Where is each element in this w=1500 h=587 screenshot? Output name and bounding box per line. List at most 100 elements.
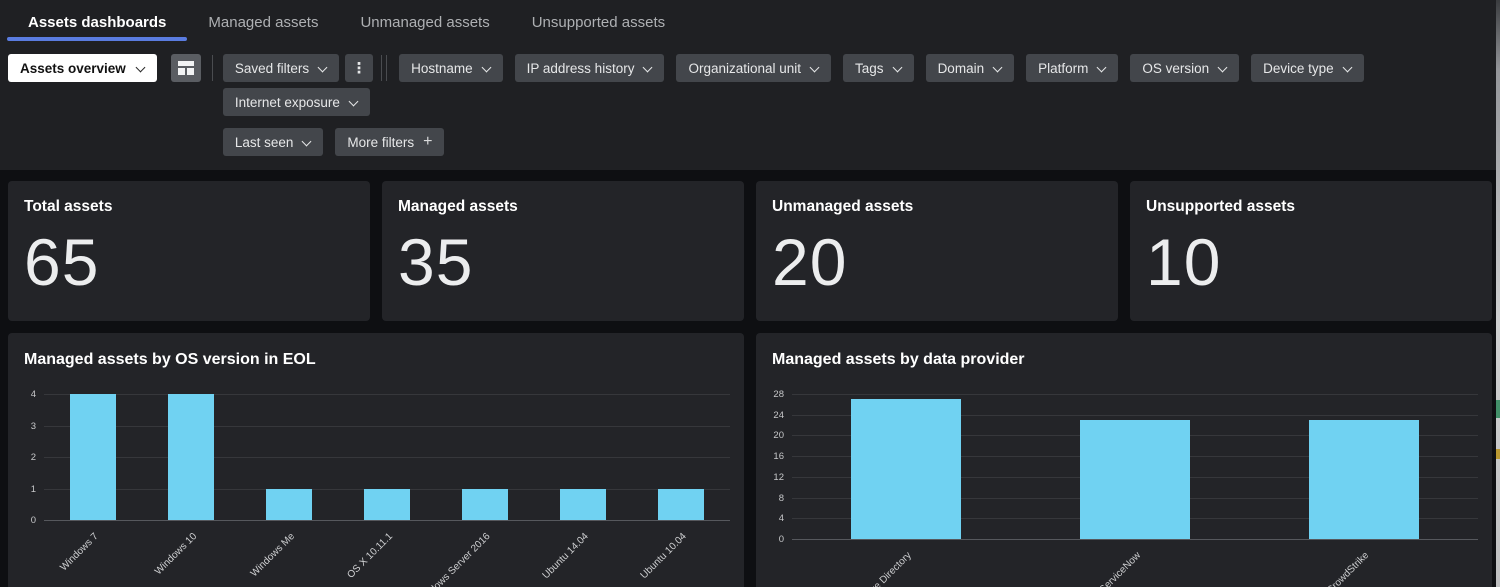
chevron-down-icon [1343, 64, 1352, 73]
tab-label: Managed assets [208, 13, 319, 31]
filter-bar: Assets overview Saved filters ⋮ Hostname IP… [0, 44, 1500, 170]
chip-label: OS version [1142, 60, 1210, 76]
tab-managed-assets[interactable]: Managed assets [187, 0, 339, 44]
stat-card-value: 35 [398, 225, 474, 299]
top-tabs: Assets dashboards Managed assets Unmanaged… [0, 0, 1500, 44]
chevron-down-icon [136, 64, 145, 73]
x-tick-label: Windows 7 [58, 531, 101, 574]
filter-chip-hostname[interactable]: Hostname [399, 54, 503, 82]
stat-card-total-assets: Total assets 65 [8, 181, 370, 321]
chip-label: Hostname [411, 60, 473, 76]
y-tick-label: 20 [773, 430, 784, 442]
stat-card-title: Unsupported assets [1146, 198, 1296, 215]
tab-label: Unmanaged assets [360, 13, 490, 31]
plus-icon: + [423, 133, 433, 150]
chevron-down-icon [482, 64, 491, 73]
y-tick-label: 28 [773, 389, 784, 400]
x-tick-label: Windows Server 2016 [415, 531, 493, 587]
dashboard-content: Total assets 65 Managed assets 35 Unmanaged … [0, 170, 1500, 587]
chip-label: IP address history [526, 60, 635, 76]
y-tick-label: 3 [30, 420, 36, 432]
active-tab-underline [7, 37, 188, 41]
x-tick-label: Ubuntu 14.04 [540, 531, 591, 582]
filter-chip-platform[interactable]: Platform [1026, 54, 1119, 82]
x-tick-label: CrowdStrike [1325, 550, 1372, 587]
x-tick-label: Active Directory [856, 550, 915, 587]
bar-windows-7[interactable] [69, 394, 116, 520]
gridline [44, 394, 730, 395]
chevron-down-icon [993, 64, 1002, 73]
dashboard-layout-button[interactable] [170, 54, 201, 82]
chevron-down-icon [810, 64, 819, 73]
chip-label: Domain [937, 60, 985, 76]
chip-label: Tags [855, 60, 884, 76]
chip-label: Device type [1263, 60, 1334, 76]
x-tick-label: Ubuntu 10.04 [638, 531, 689, 582]
bar-active-directory[interactable] [851, 399, 962, 539]
separator [381, 55, 388, 81]
tab-label: Assets dashboards [28, 13, 167, 31]
stat-card-title: Unmanaged assets [772, 198, 914, 215]
chip-label: Last seen [234, 134, 294, 150]
bar-crowdstrike[interactable] [1308, 419, 1419, 539]
stat-card-value: 20 [772, 225, 848, 299]
chip-label: Internet exposure [234, 94, 340, 110]
filter-chip-organizational-unit[interactable]: Organizational unit [676, 54, 832, 82]
tab-unsupported-assets[interactable]: Unsupported assets [511, 0, 686, 44]
tab-label: Unsupported assets [531, 13, 666, 31]
stat-card-unmanaged-assets: Unmanaged assets 20 [756, 181, 1118, 321]
x-tick-label: OS X 10.11.1 [345, 531, 395, 581]
bar-windows-me[interactable] [266, 488, 312, 520]
stat-card-value: 65 [24, 225, 100, 299]
filter-chip-os-version[interactable]: OS version [1130, 54, 1240, 82]
y-tick-label: 16 [773, 451, 784, 463]
bar-servicenow[interactable] [1080, 419, 1190, 539]
y-tick-label: 12 [773, 471, 784, 483]
tab-unmanaged-assets[interactable]: Unmanaged assets [339, 0, 510, 44]
chevron-down-icon [1218, 64, 1227, 73]
chip-label: Platform [1038, 60, 1089, 76]
plot-area: Windows 7 Windows 10 Windows Me OS X 10.11.… [44, 394, 730, 587]
stat-cards-row: Total assets 65 Managed assets 35 Unmanaged … [8, 181, 1492, 321]
more-filters-button[interactable]: More filters + [335, 128, 445, 156]
filter-chip-domain[interactable]: Domain [925, 54, 1015, 82]
plot-area: Active Directory ServiceNow CrowdStrike [792, 394, 1478, 587]
stat-card-unsupported-assets: Unsupported assets 10 [1130, 181, 1492, 321]
y-tick-label: 4 [30, 389, 36, 400]
filter-chip-last-seen[interactable]: Last seen [222, 128, 324, 156]
chevron-down-icon [643, 64, 652, 73]
kebab-menu-button[interactable]: ⋮ [345, 54, 374, 82]
chart-managed-assets-by-data-provider: Managed assets by data provider 0 4 8 12 16 20… [756, 333, 1492, 587]
tab-assets-dashboards[interactable]: Assets dashboards [7, 0, 188, 44]
y-tick-label: 0 [778, 534, 784, 545]
gridline [792, 414, 1478, 416]
gridline [44, 425, 730, 427]
dashboard-layout-icon [177, 61, 194, 75]
dashboard-selector-button[interactable]: Assets overview [8, 54, 157, 82]
chevron-down-icon [349, 98, 358, 107]
bar-os-x-10-11-1[interactable] [364, 488, 410, 520]
filter-chip-device-type[interactable]: Device type [1251, 54, 1364, 82]
x-axis-line [44, 520, 730, 521]
y-tick-label: 0 [30, 515, 36, 526]
chip-label: More filters [347, 134, 415, 150]
filter-chip-internet-exposure[interactable]: Internet exposure [222, 88, 370, 116]
gridline [792, 394, 1478, 395]
stat-card-value: 10 [1146, 225, 1222, 299]
filter-chip-ip-address-history[interactable]: IP address history [514, 54, 665, 82]
chevron-down-icon [1097, 64, 1106, 73]
x-tick-label: Windows Me [248, 531, 297, 580]
bar-windows-10[interactable] [168, 394, 214, 520]
filter-chip-tags[interactable]: Tags [843, 54, 914, 82]
stat-card-title: Managed assets [398, 198, 518, 215]
y-tick-label: 24 [773, 409, 784, 421]
filter-chips: Saved filters ⋮ Hostname IP address history… [222, 54, 1492, 156]
y-tick-label: 1 [30, 483, 36, 495]
chip-label: Organizational unit [688, 60, 802, 76]
bar-ubuntu-10-04[interactable] [658, 488, 704, 520]
saved-filters-button[interactable]: Saved filters [222, 54, 340, 82]
screen-edge-artifact [1496, 0, 1500, 587]
bar-ubuntu-14-04[interactable] [560, 488, 606, 520]
chart-body: 0 1 2 3 4 Windows 7 Windows 10 Windows Me OS X 1… [18, 390, 730, 587]
bar-windows-server-2016[interactable] [462, 488, 508, 520]
